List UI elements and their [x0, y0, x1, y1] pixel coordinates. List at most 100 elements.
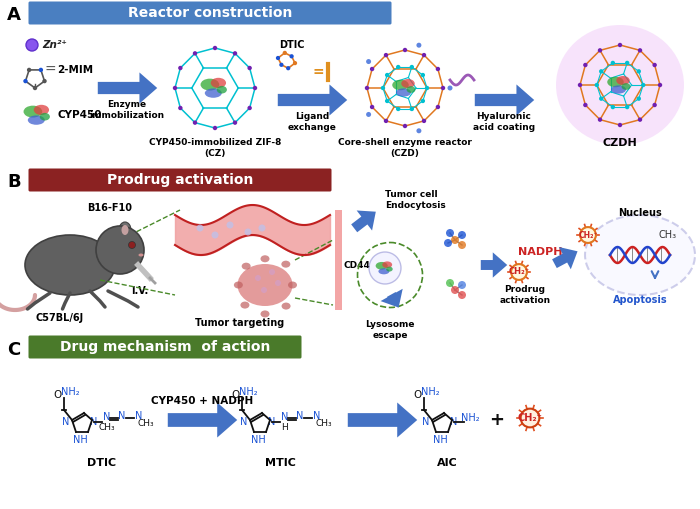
Text: A: A	[7, 6, 21, 24]
Text: N: N	[62, 417, 70, 427]
Circle shape	[213, 126, 217, 130]
Circle shape	[446, 229, 454, 237]
Circle shape	[173, 86, 177, 90]
Ellipse shape	[217, 86, 227, 94]
Text: NH: NH	[73, 435, 88, 445]
Circle shape	[261, 287, 267, 293]
Text: Enzyme
immobilization: Enzyme immobilization	[90, 100, 164, 120]
Circle shape	[402, 48, 407, 52]
Text: =: =	[312, 65, 324, 79]
Circle shape	[381, 86, 385, 90]
Ellipse shape	[40, 113, 50, 121]
Circle shape	[38, 68, 43, 72]
Circle shape	[451, 286, 459, 294]
Circle shape	[422, 119, 426, 123]
Circle shape	[255, 275, 261, 281]
Circle shape	[599, 96, 603, 101]
Circle shape	[435, 105, 440, 109]
Text: N: N	[281, 412, 288, 422]
Ellipse shape	[234, 281, 243, 289]
Ellipse shape	[260, 310, 270, 318]
Circle shape	[369, 252, 401, 284]
Text: B16-F10: B16-F10	[88, 203, 132, 213]
Circle shape	[366, 112, 371, 117]
Circle shape	[641, 83, 645, 87]
Text: CYP450-immobilized ZIF-8
(CZ): CYP450-immobilized ZIF-8 (CZ)	[149, 138, 281, 158]
Text: H: H	[281, 422, 288, 432]
Text: CH₃: CH₃	[138, 419, 154, 429]
Circle shape	[583, 103, 587, 107]
Ellipse shape	[237, 264, 293, 306]
Text: DTIC: DTIC	[279, 40, 304, 50]
Circle shape	[458, 241, 466, 249]
Circle shape	[233, 51, 237, 55]
FancyBboxPatch shape	[29, 168, 332, 191]
Text: NH₂: NH₂	[461, 413, 480, 423]
Circle shape	[396, 107, 400, 111]
Text: CZDH: CZDH	[603, 138, 638, 148]
Circle shape	[370, 67, 374, 71]
Text: O: O	[54, 390, 62, 400]
Text: DTIC: DTIC	[88, 458, 117, 468]
Circle shape	[444, 239, 452, 247]
Ellipse shape	[585, 215, 695, 295]
Text: N: N	[422, 417, 430, 427]
Text: Tumor targeting: Tumor targeting	[195, 318, 285, 328]
Text: N: N	[268, 417, 276, 427]
Text: CH₂⁺: CH₂⁺	[508, 268, 530, 276]
Circle shape	[253, 86, 257, 90]
Circle shape	[293, 61, 297, 65]
Circle shape	[652, 63, 657, 67]
Circle shape	[625, 61, 629, 65]
Ellipse shape	[288, 281, 297, 289]
Circle shape	[193, 121, 197, 125]
Circle shape	[244, 229, 251, 236]
Circle shape	[458, 281, 466, 289]
Circle shape	[578, 83, 582, 87]
Circle shape	[435, 67, 440, 71]
Circle shape	[618, 123, 622, 127]
Ellipse shape	[616, 76, 630, 85]
Circle shape	[213, 46, 217, 50]
Circle shape	[625, 105, 629, 109]
Ellipse shape	[201, 79, 219, 91]
Circle shape	[23, 79, 28, 83]
Circle shape	[276, 56, 280, 60]
Circle shape	[384, 53, 388, 58]
Text: O: O	[232, 390, 240, 400]
Text: NH: NH	[433, 435, 447, 445]
Circle shape	[370, 105, 374, 109]
Ellipse shape	[24, 106, 42, 118]
Circle shape	[227, 221, 234, 229]
Text: C57BL/6J: C57BL/6J	[36, 313, 84, 323]
Text: NH: NH	[251, 435, 265, 445]
Text: Zn²⁺: Zn²⁺	[42, 40, 67, 50]
Text: CYP450: CYP450	[57, 110, 102, 120]
Circle shape	[416, 43, 421, 48]
Circle shape	[365, 86, 369, 90]
Ellipse shape	[122, 225, 129, 235]
Text: B: B	[7, 173, 20, 191]
Text: N: N	[314, 411, 321, 421]
Bar	[335, 210, 342, 310]
Ellipse shape	[119, 222, 131, 238]
Text: 2-MIM: 2-MIM	[57, 65, 93, 75]
Circle shape	[421, 99, 425, 103]
Text: NH₂: NH₂	[421, 387, 440, 397]
Ellipse shape	[622, 83, 631, 90]
Circle shape	[658, 83, 662, 87]
Text: N: N	[104, 412, 111, 422]
Circle shape	[652, 103, 657, 107]
Circle shape	[580, 227, 596, 243]
Ellipse shape	[401, 79, 414, 88]
Circle shape	[458, 291, 466, 299]
Circle shape	[27, 68, 31, 72]
Text: Reactor construction: Reactor construction	[128, 6, 292, 20]
Ellipse shape	[386, 267, 393, 272]
Text: C: C	[7, 341, 20, 359]
Circle shape	[422, 53, 426, 58]
Ellipse shape	[281, 261, 290, 268]
Ellipse shape	[376, 262, 388, 270]
Circle shape	[211, 232, 218, 239]
Circle shape	[26, 39, 38, 51]
